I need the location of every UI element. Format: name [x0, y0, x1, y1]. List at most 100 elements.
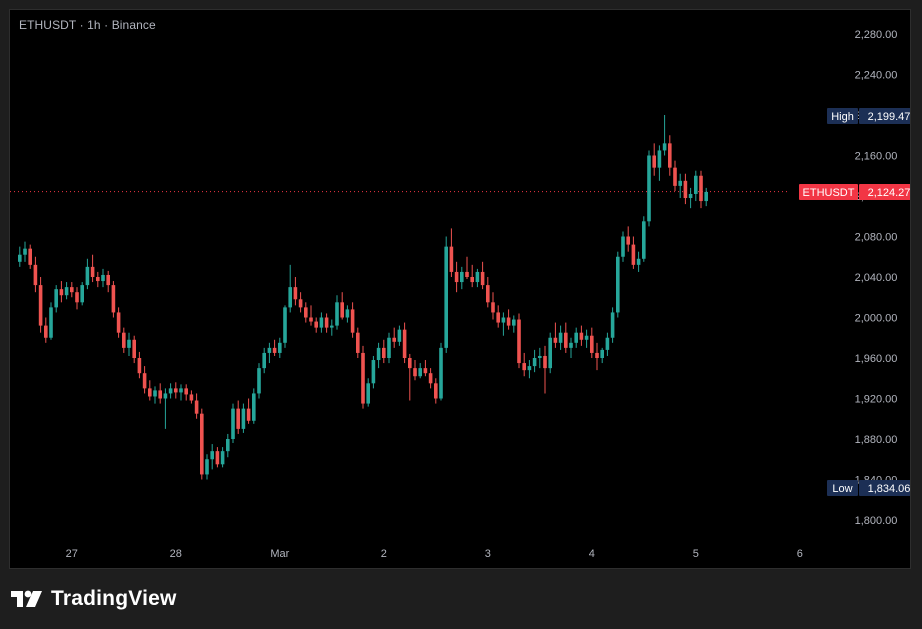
candle-body [631, 244, 636, 265]
candle-body [324, 317, 329, 328]
time-tick-label: 2 [381, 548, 387, 560]
candle-body [127, 339, 131, 348]
candle-body [371, 360, 376, 384]
time-axis[interactable]: 27 28 Mar 2 3 4 5 6 [66, 548, 803, 560]
candle-body [330, 325, 334, 328]
price-tick-label: 1,800.00 [855, 515, 898, 527]
candle-body [652, 155, 656, 168]
candle-body [335, 302, 339, 326]
candle-body [319, 317, 324, 328]
candle-body [132, 339, 136, 358]
candle-body [636, 258, 641, 265]
price-axis[interactable]: 1,800.001,840.001,880.001,920.001,960.00… [855, 29, 898, 527]
last-price-tag-value: 2,124.27 [868, 187, 910, 199]
high-tag-value: 2,199.47 [868, 111, 910, 123]
time-tick-label: Mar [270, 548, 289, 560]
candle-body [553, 337, 558, 343]
time-tick-label: 6 [797, 548, 803, 560]
candle-body [475, 271, 480, 283]
candle-body [137, 358, 142, 374]
candle-body [179, 388, 183, 393]
time-tick-label: 5 [693, 548, 699, 560]
candle-body [278, 342, 282, 353]
candle-body [392, 337, 396, 342]
candle-body [512, 319, 516, 326]
candle-body [168, 388, 173, 394]
candle-body [116, 312, 121, 333]
candle-body [231, 408, 235, 439]
candle-body [38, 285, 43, 326]
last-price-tag-label-box [799, 184, 858, 200]
candle-body [189, 394, 194, 401]
candle-body [454, 271, 459, 283]
candle-body [236, 408, 240, 429]
candle-body [397, 329, 402, 342]
candle-body [527, 366, 532, 371]
candle-body [59, 289, 64, 296]
candle-body [54, 289, 58, 308]
high-tag: High 2,199.47 [827, 108, 910, 124]
candle-body [205, 459, 209, 475]
candle-body [439, 347, 443, 399]
candle-body [148, 388, 152, 397]
candle-body [267, 347, 272, 353]
price-tick-label: 2,280.00 [855, 29, 898, 41]
candle-body [293, 287, 298, 300]
low-tag-value-box [859, 480, 910, 496]
price-tick-label: 1,960.00 [855, 353, 898, 365]
candle-body [298, 299, 303, 308]
candle-body [272, 347, 277, 353]
high-tag-value-box [859, 108, 910, 124]
candle-body [496, 312, 500, 323]
candle-body [605, 337, 610, 350]
candle-body [252, 393, 256, 421]
candle-body [460, 271, 464, 283]
legend-separator: · [104, 18, 109, 32]
legend-exchange: Binance [111, 18, 156, 32]
last-price-tag-label: ETHUSDT [803, 187, 855, 199]
candle-body [158, 390, 162, 399]
time-tick-label: 4 [589, 548, 595, 560]
candle-body [595, 352, 599, 358]
candle-body [309, 317, 313, 322]
candle-body [376, 347, 381, 361]
candle-body [449, 246, 454, 272]
symbol-legend[interactable]: ETHUSDT · 1h · Binance [19, 18, 156, 32]
branding-footer: TradingView [11, 586, 177, 612]
low-tag-value: 1,834.06 [868, 483, 910, 495]
candle-body [616, 256, 620, 313]
candle-body [33, 264, 38, 286]
candle-body [184, 388, 188, 395]
candle-body [402, 329, 407, 358]
candle-body [262, 352, 266, 369]
candle-body [662, 143, 667, 151]
low-tag-label-box [827, 480, 858, 496]
legend-separator: · [79, 18, 84, 32]
candle-body [215, 451, 220, 465]
candle-body [678, 180, 682, 186]
candle-body [241, 408, 246, 429]
price-tick-label: 2,080.00 [855, 232, 898, 244]
candle-body [491, 302, 495, 313]
candle-body [694, 175, 698, 194]
legend-symbol: ETHUSDT [19, 18, 77, 32]
price-tick-label: 2,240.00 [855, 70, 898, 82]
low-tag: Low 1,834.06 [827, 480, 910, 496]
candle-body [673, 167, 677, 186]
candle-body [558, 332, 563, 343]
candle-body [288, 287, 292, 308]
candle-body [428, 373, 433, 384]
legend-interval: 1h [87, 18, 101, 32]
candle-body [444, 246, 448, 348]
brand-name: TradingView [51, 587, 177, 610]
candle-body [584, 335, 589, 340]
candle-body [350, 309, 355, 333]
candle-body [579, 332, 584, 340]
candle-body [28, 248, 32, 265]
price-tags: High 2,199.47 ETHUSDT 2,124.27 Low 1,834.06 [799, 108, 910, 496]
candle-body [101, 274, 105, 282]
candle-body [621, 236, 625, 257]
candle-body [501, 317, 506, 323]
candle-body [480, 271, 485, 286]
